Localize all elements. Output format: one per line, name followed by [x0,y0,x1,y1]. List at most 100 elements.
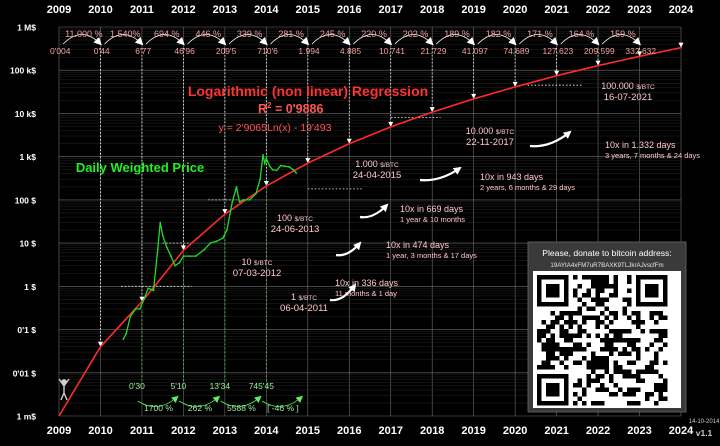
qr-module [595,356,600,361]
qr-module [622,347,627,352]
qr-module [600,297,605,302]
bottom-value-label: 745'45 [249,381,275,391]
price-point [265,157,268,160]
top-growth-arc [353,34,393,46]
qr-module [609,347,614,352]
qr-module [586,333,591,338]
top-percent-label: 189 % [444,29,470,39]
qr-module [555,356,560,361]
qr-module [654,356,659,361]
qr-module [546,356,551,361]
qr-module [609,351,614,356]
qr-module [559,333,564,338]
price-point [215,240,218,243]
price-point [262,154,264,156]
qr-module [631,387,636,392]
qr-module [636,356,641,361]
x-tick-label-bottom: 2020 [503,425,527,437]
qr-module [604,342,609,347]
qr-module [550,324,555,329]
qr-module [577,347,582,352]
version-label: v1.1 [696,428,713,438]
milestone-price-value: 10.000 [466,126,496,136]
y-tick-label: 0'01 $ [13,368,37,378]
price-point [221,237,224,240]
price-point [143,298,145,301]
qr-module [636,378,641,383]
price-point [159,221,162,224]
qr-module [586,288,591,293]
qr-module [537,365,542,370]
milestone-date: 06-04-2011 [280,303,328,314]
price-point [279,164,282,167]
qr-module [577,342,582,347]
qr-module [541,360,546,365]
qr-module [636,311,641,316]
qr-module [658,333,663,338]
bottom-growth-arc [261,395,304,407]
top-value-label: 209.599 [584,46,615,56]
qr-module [568,347,573,352]
milestone-price-value: 1.000 [355,159,380,169]
qr-module [631,347,636,352]
qr-module [541,342,546,347]
qr-module [564,365,569,370]
annotation-labels: 11.000 % 1.540% 694 % 446 % 339 % 281 % 245 % 2… [50,29,700,413]
top-percent-label: 281 % [278,29,304,39]
year-guide-arrow [471,93,477,99]
r2-value: = 0'9886 [271,102,323,116]
top-value-label: 209'5 [216,46,237,56]
year-guide-arrow [512,81,518,87]
qr-module [595,279,600,284]
qr-module [663,396,668,401]
milestone-detail: 11 months & 1 day [335,289,397,298]
price-point [152,289,155,292]
qr-module [663,315,668,320]
qr-module [622,392,627,397]
qr-finder-inner [546,383,560,397]
qr-module [609,329,614,334]
bottom-value-label: 0'30 [129,381,145,391]
top-value-label: 10.741 [379,46,405,56]
milestone-price-value: 100.000 [601,81,636,91]
year-guide-arrow [595,60,601,66]
qr-module [600,360,605,365]
qr-module [654,401,659,406]
qr-module [654,320,659,325]
year-guide-arrow [678,42,684,48]
price-point [292,168,295,171]
qr-module [604,284,609,289]
qr-module [591,356,596,361]
milestone-detail: 1 year & 10 months [400,215,465,224]
qr-module [604,369,609,374]
qr-module [645,365,650,370]
qr-module [577,378,582,383]
x-tick-label-top: 2018 [420,4,444,16]
x-tick-label-top: 2019 [461,4,485,16]
qr-module [564,311,569,316]
qr-module [627,297,632,302]
qr-module [658,392,663,397]
donate-title: Please, donate to bitcoin address: [542,248,671,258]
r2-letter: R [258,102,267,116]
qr-module [609,392,614,397]
qr-module [559,311,564,316]
x-tick-label-top: 2024 [669,4,694,16]
top-value-label: 0'004 [50,46,71,56]
qr-module [604,315,609,320]
top-percent-label: 164 % [569,29,595,39]
year-guide-arrow [346,138,352,144]
qr-module [636,324,641,329]
milestone-arrow [329,283,357,302]
qr-module [658,383,663,388]
qr-module [537,333,542,338]
qr-module [564,333,569,338]
x-tick-label-bottom: 2021 [544,425,568,437]
top-value-label: 332.632 [625,46,656,56]
qr-module [582,315,587,320]
qr-module [568,324,573,329]
top-percent-label: 202 % [403,29,429,39]
qr-module [604,356,609,361]
qr-module [546,324,551,329]
qr-module [640,378,645,383]
